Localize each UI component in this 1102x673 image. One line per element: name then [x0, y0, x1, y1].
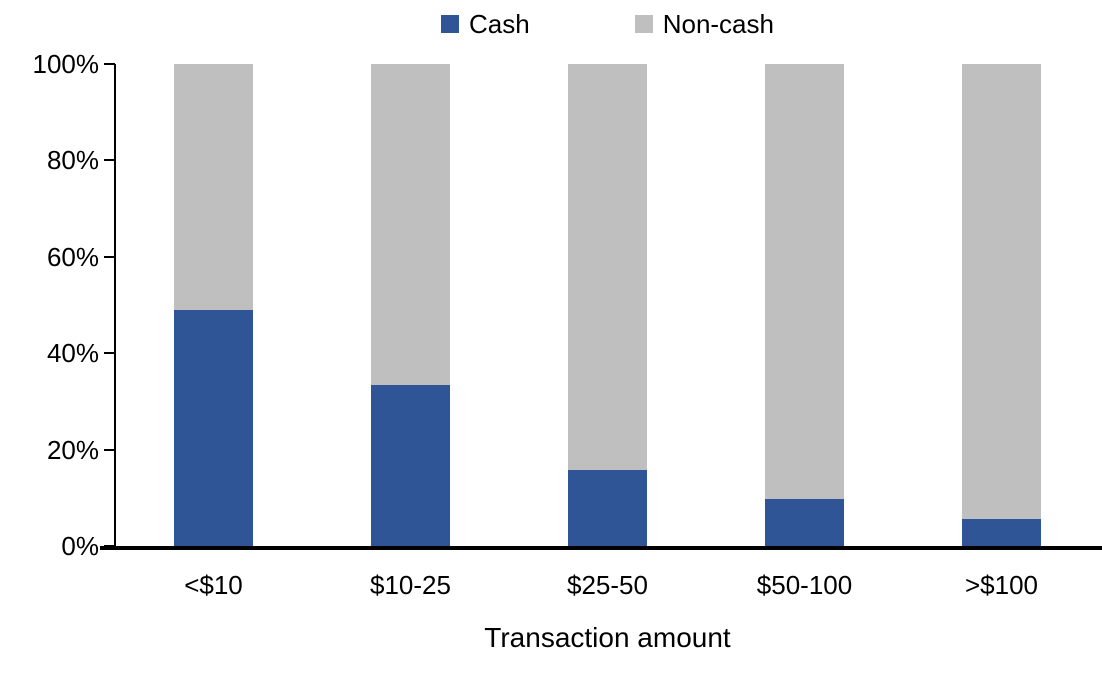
legend-label: Cash [469, 9, 530, 39]
x-tick-label: <$10 [184, 570, 243, 600]
y-axis-tick [104, 255, 115, 258]
bar-segment-cash [568, 470, 647, 546]
bar-segment-cash [371, 384, 450, 546]
y-axis-tick [104, 448, 115, 451]
bar-slot [115, 64, 312, 546]
y-tick-label: 20% [46, 434, 99, 465]
bar-segment-cash [765, 499, 844, 546]
bar-slot [706, 64, 903, 546]
bar-segment-non-cash [371, 64, 450, 385]
stacked-bar [568, 64, 647, 546]
y-axis-tick [104, 352, 115, 355]
y-tick-label: 100% [32, 49, 100, 79]
x-tick-label: $25-50 [567, 570, 648, 600]
bar-segment-non-cash [765, 64, 844, 500]
legend-item-cash: Cash [441, 11, 530, 37]
plot-area [115, 64, 1100, 546]
legend-label: Non-cash [662, 9, 774, 39]
y-tick-label: 80% [46, 145, 99, 176]
y-tick-label: 60% [46, 241, 99, 272]
legend: Cash Non-cash [115, 6, 1100, 42]
stacked-bar [962, 64, 1041, 546]
stacked-bar [765, 64, 844, 546]
bar-segment-cash [174, 309, 253, 546]
legend-swatch-icon [634, 15, 653, 33]
x-axis-labels: <$10 $10-25 $25-50 $50-100 >$100 [115, 568, 1100, 602]
x-tick-label: >$100 [964, 570, 1039, 600]
bar-slot [312, 64, 509, 546]
x-tick-label: $10-25 [370, 570, 451, 600]
y-axis-tick [104, 159, 115, 162]
bar-slot [509, 64, 706, 546]
y-axis-line [114, 64, 116, 546]
stacked-bar [371, 64, 450, 546]
bar-segment-cash [962, 519, 1041, 546]
x-tick-label: $50-100 [756, 570, 853, 600]
x-axis-line [100, 546, 1102, 550]
legend-item-non-cash: Non-cash [634, 9, 774, 39]
y-tick-label: 0% [61, 531, 99, 561]
y-tick-label: 40% [46, 338, 99, 369]
bar-segment-non-cash [568, 64, 647, 471]
y-axis-tick [104, 63, 115, 65]
bar-segment-non-cash [962, 64, 1041, 520]
legend-swatch-icon [441, 15, 459, 33]
x-axis-title: Transaction amount [484, 622, 731, 653]
bar-segment-non-cash [174, 64, 253, 310]
bar-slot [903, 64, 1100, 546]
stacked-bar [174, 64, 253, 546]
